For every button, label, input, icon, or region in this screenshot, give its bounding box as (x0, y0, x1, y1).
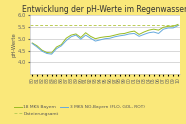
Y-axis label: pH-Werte: pH-Werte (12, 32, 17, 57)
Title: Entwicklung der pH-Werte im Regenwasser: Entwicklung der pH-Werte im Regenwasser (23, 5, 186, 14)
Legend: 18 MKS Bayern, Dateierungsamt, 3 MKS NO-Bayern (FLO, GOL, ROT): 18 MKS Bayern, Dateierungsamt, 3 MKS NO-… (14, 105, 145, 116)
